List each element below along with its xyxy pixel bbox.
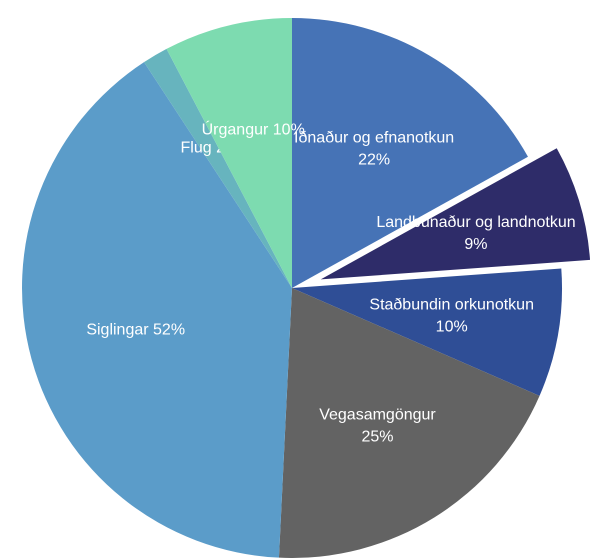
slice-label: Úrgangur 10%	[202, 120, 305, 139]
pie-slice	[21, 62, 293, 558]
slice-name: Iðnaður og efnanotkun	[294, 130, 454, 147]
slice-value: 52%	[153, 322, 185, 339]
slice-name: Flug	[181, 140, 212, 157]
slice-label: Staðbundin orkunotkun 10%	[369, 296, 534, 335]
slice-value: 25%	[361, 429, 393, 446]
slice-value: 10%	[436, 318, 468, 335]
pie-slice	[320, 148, 591, 280]
slice-name: Vegasamgöngur	[319, 407, 436, 424]
slice-label: Iðnaður og efnanotkun 22%	[294, 130, 454, 169]
slice-name: Landbúnaður og landnotkun	[376, 214, 575, 231]
pie-slice	[292, 268, 562, 396]
pie-slice	[292, 18, 528, 288]
slice-label: Siglingar 52%	[86, 322, 185, 339]
slice-value: 10%	[273, 122, 305, 139]
slice-name: Úrgangur	[202, 120, 269, 139]
pie-slice	[166, 18, 292, 288]
slice-name: Staðbundin orkunotkun	[369, 296, 534, 313]
pie-slice	[278, 288, 540, 558]
slice-value: 22%	[358, 152, 390, 169]
slice-label: Vegasamgöngur 25%	[319, 407, 436, 446]
slice-label: Landbúnaður og landnotkun 9%	[376, 214, 575, 253]
pie-slice	[144, 48, 292, 288]
slice-value: 9%	[464, 236, 487, 253]
slice-name: Siglingar	[86, 322, 149, 339]
